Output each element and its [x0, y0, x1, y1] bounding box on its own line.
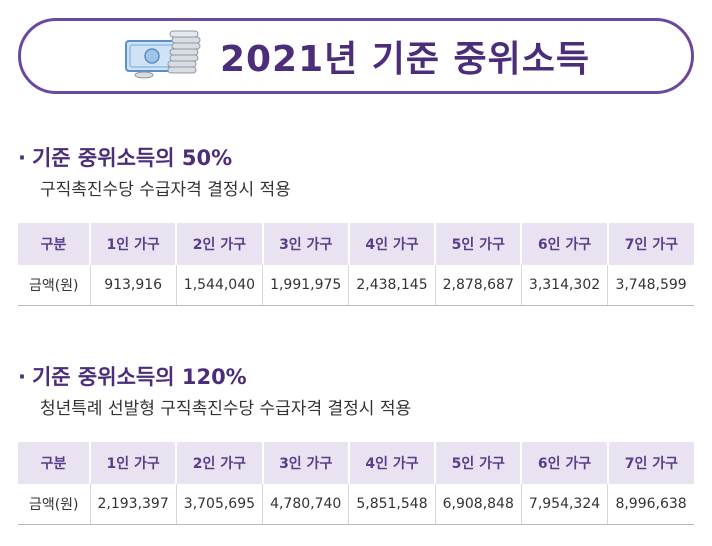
row-label: 금액(원) [18, 484, 90, 525]
header-cell: 3인 가구 [261, 223, 349, 265]
section-120-percent: · 기준 중위소득의 120% 청년특례 선발형 구직촉진수당 수급자격 결정시 … [18, 362, 694, 525]
page-title: 2021년 기준 중위소득 [219, 39, 591, 80]
header-cell: 1인 가구 [88, 442, 177, 484]
value-cell: 1,544,040 [175, 265, 263, 306]
header-cell: 4인 가구 [347, 442, 436, 484]
header-cell: 3인 가구 [261, 442, 349, 484]
table-header-row: 구분 1인 가구 2인 가구 3인 가구 4인 가구 5인 가구 6인 가구 7… [18, 442, 694, 484]
header-cell: 4인 가구 [347, 223, 436, 265]
bullet: · [18, 146, 26, 170]
value-cell: 3,314,302 [520, 265, 608, 306]
value-cell: 913,916 [89, 265, 177, 306]
header-cell: 구분 [18, 442, 90, 484]
section-heading: · 기준 중위소득의 120% [18, 362, 694, 392]
row-label: 금액(원) [18, 265, 90, 306]
value-cell: 4,780,740 [262, 484, 349, 525]
title-banner: 2021년 기준 중위소득 [18, 18, 694, 94]
income-table-50: 구분 1인 가구 2인 가구 3인 가구 4인 가구 5인 가구 6인 가구 7… [18, 223, 694, 306]
value-cell: 1,991,975 [262, 265, 349, 306]
header-cell: 7인 가구 [606, 442, 694, 484]
section-subtitle: 청년특례 선발형 구직촉진수당 수급자격 결정시 적용 [40, 399, 412, 419]
value-cell: 2,193,397 [89, 484, 177, 525]
header-cell: 구분 [18, 223, 90, 265]
value-cell: 3,748,599 [607, 265, 694, 306]
value-cell: 6,908,848 [434, 484, 522, 525]
header-cell: 2인 가구 [175, 442, 263, 484]
table-row: 금액(원) 913,916 1,544,040 1,991,975 2,438,… [18, 265, 694, 306]
table-header-row: 구분 1인 가구 2인 가구 3인 가구 4인 가구 5인 가구 6인 가구 7… [18, 223, 694, 265]
header-cell: 5인 가구 [434, 442, 522, 484]
value-cell: 3,705,695 [175, 484, 263, 525]
value-cell: 5,851,548 [348, 484, 436, 525]
header-cell: 7인 가구 [606, 223, 694, 265]
heading-text: 기준 중위소득의 120% [31, 365, 247, 389]
header-cell: 2인 가구 [175, 223, 263, 265]
heading-text: 기준 중위소득의 50% [31, 146, 233, 170]
income-table-120: 구분 1인 가구 2인 가구 3인 가구 4인 가구 5인 가구 6인 가구 7… [18, 442, 694, 525]
bullet: · [18, 365, 26, 389]
section-heading: · 기준 중위소득의 50% [18, 143, 694, 173]
value-cell: 2,878,687 [434, 265, 522, 306]
section-subtitle: 구직촉진수당 수급자격 결정시 적용 [40, 180, 291, 200]
value-cell: 8,996,638 [607, 484, 694, 525]
value-cell: 7,954,324 [520, 484, 608, 525]
header-cell: 5인 가구 [434, 223, 522, 265]
table-row: 금액(원) 2,193,397 3,705,695 4,780,740 5,85… [18, 484, 694, 525]
header-cell: 6인 가구 [520, 442, 608, 484]
header-cell: 1인 가구 [88, 223, 177, 265]
header-cell: 6인 가구 [520, 223, 608, 265]
money-coins-icon [124, 30, 201, 79]
value-cell: 2,438,145 [348, 265, 436, 306]
section-50-percent: · 기준 중위소득의 50% 구직촉진수당 수급자격 결정시 적용 구분 1인 가… [18, 143, 694, 306]
